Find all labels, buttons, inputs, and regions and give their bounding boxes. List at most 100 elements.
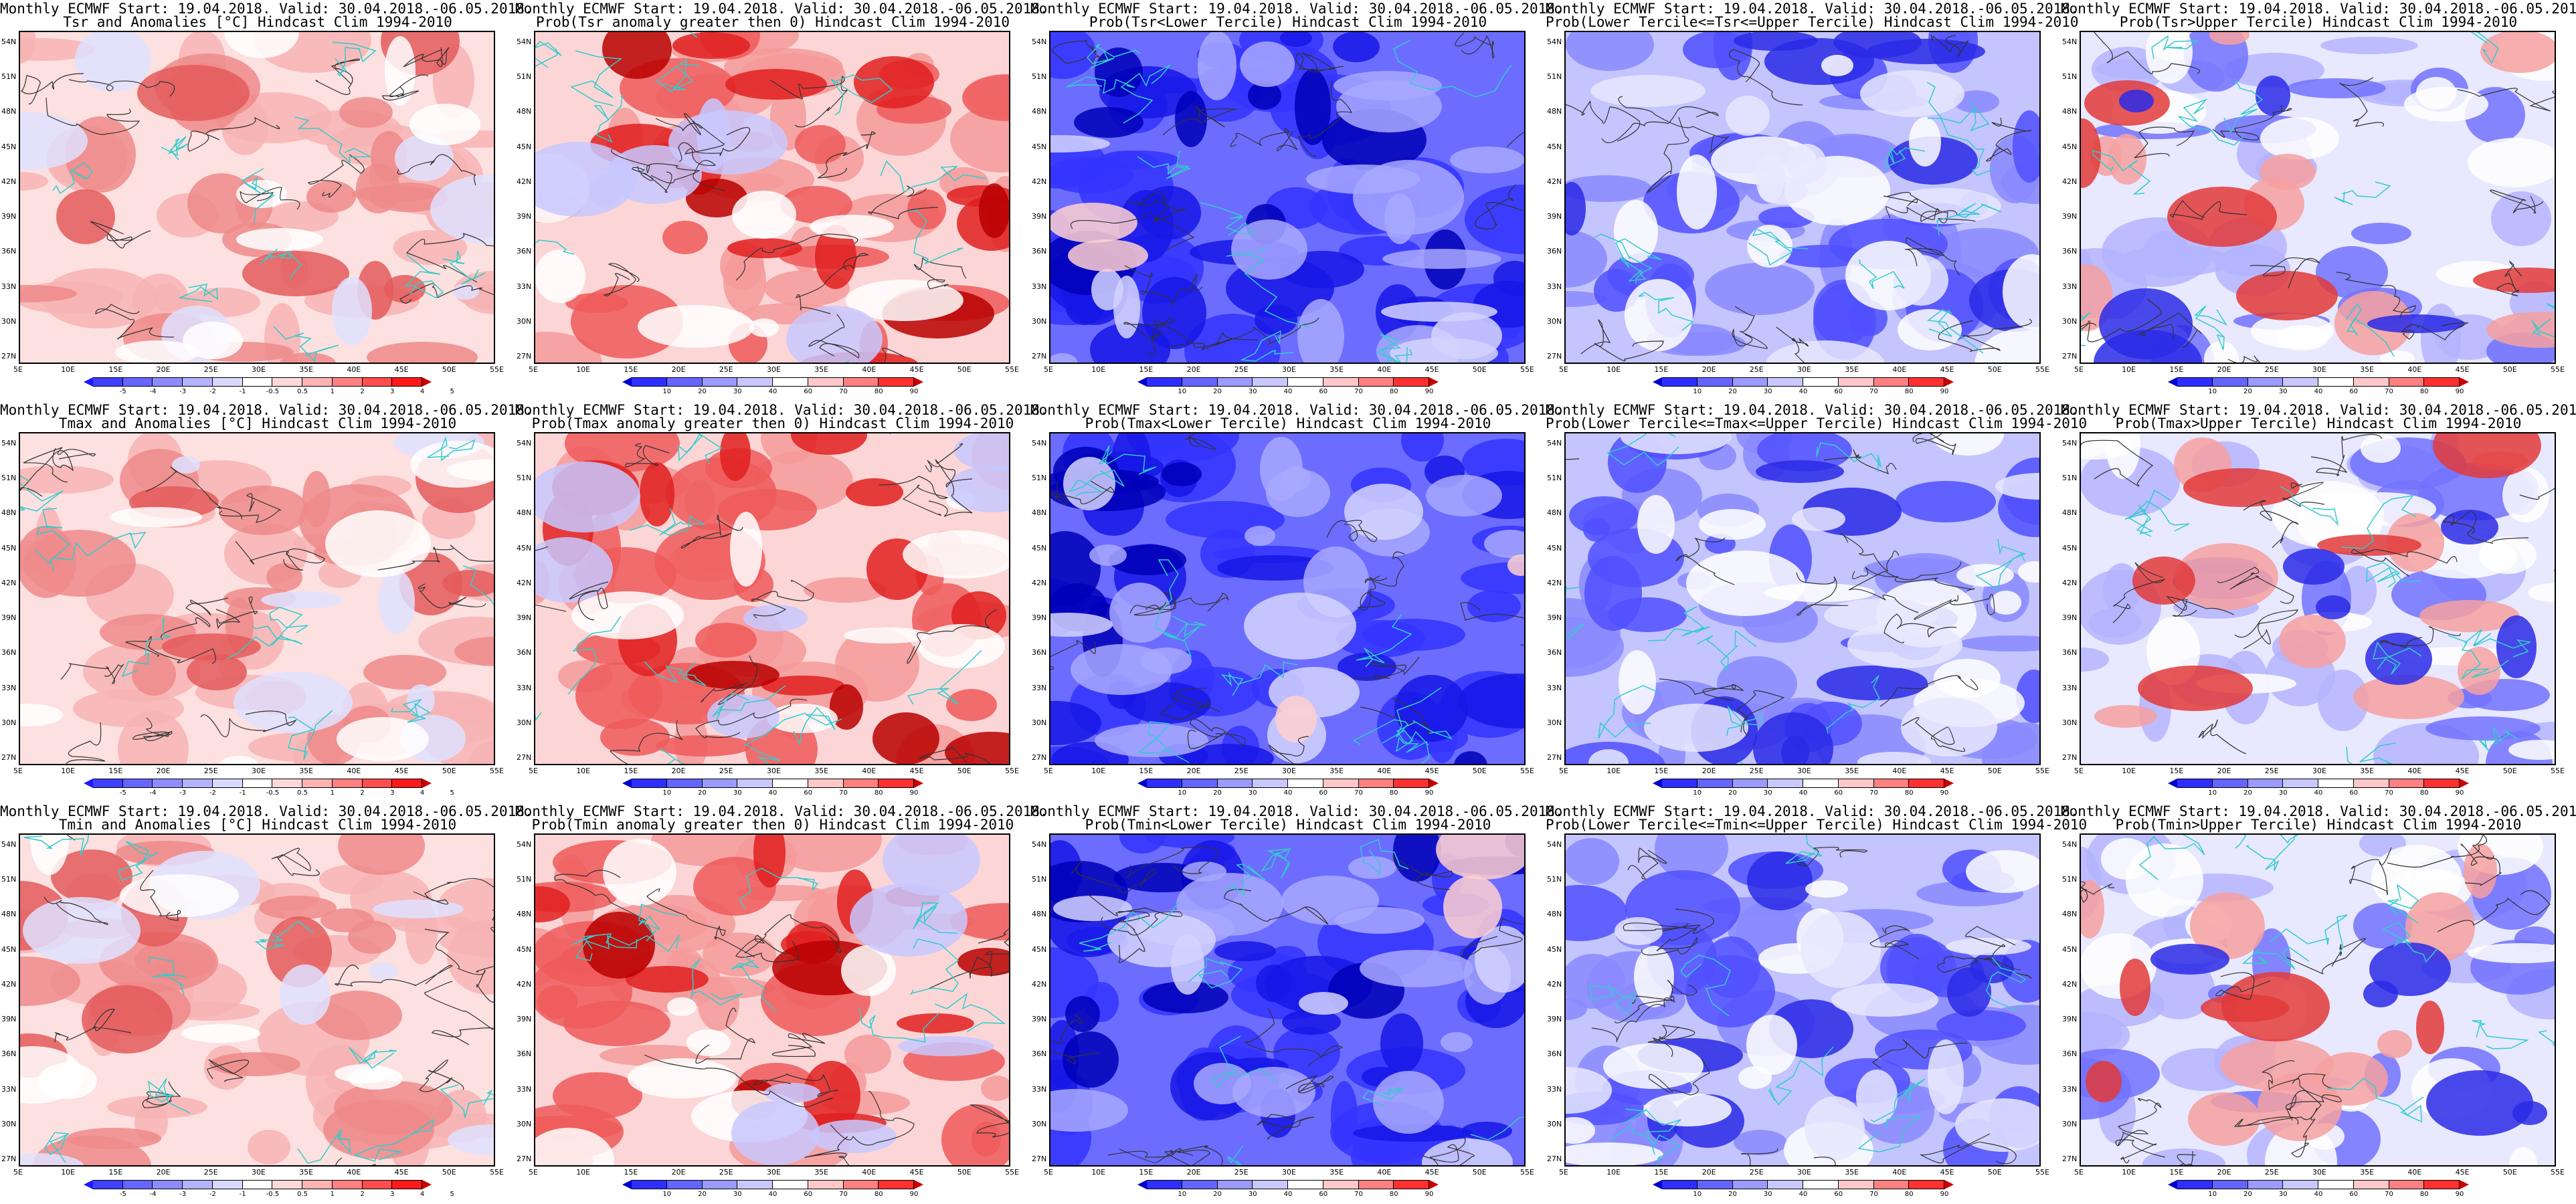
isotherm-line bbox=[2282, 482, 2325, 508]
colorbar-label: 10 bbox=[2208, 1191, 2217, 1198]
coastline bbox=[1594, 233, 1653, 282]
colorbar-max-arrow bbox=[914, 377, 923, 387]
shaded-area bbox=[854, 56, 934, 108]
colorbar-label: 10 bbox=[1693, 789, 1702, 797]
latitude-tick: 33N bbox=[1, 683, 17, 692]
shaded-area bbox=[23, 530, 136, 597]
coastline bbox=[1224, 864, 1266, 896]
isotherm-line bbox=[2291, 1078, 2322, 1158]
colorbar-label: 10 bbox=[662, 388, 672, 395]
colorbar-max-arrow bbox=[1429, 1180, 1439, 1189]
latitude-tick: 54N bbox=[1547, 840, 1562, 849]
longitude-tick: 45E bbox=[394, 767, 409, 775]
forecast-map bbox=[1049, 833, 1526, 1167]
shaded-area bbox=[51, 849, 132, 903]
shaded-area bbox=[1909, 117, 1941, 167]
colorbar-swatch bbox=[808, 1180, 844, 1189]
colorbar-swatch bbox=[122, 779, 153, 788]
isotherm-line bbox=[2233, 1107, 2318, 1127]
colorbar-label: 20 bbox=[1728, 1191, 1737, 1198]
isotherm-line bbox=[2215, 972, 2270, 1001]
shaded-area bbox=[662, 221, 708, 254]
isotherm-line bbox=[1675, 537, 1735, 585]
shaded-area bbox=[1183, 744, 1274, 764]
coastline bbox=[1926, 82, 1990, 132]
colorbar-label: -1 bbox=[239, 789, 246, 797]
coastline bbox=[1360, 838, 1409, 875]
shaded-area bbox=[1955, 1098, 2039, 1152]
longitude-tick: 30E bbox=[1282, 1168, 1296, 1177]
colorbar-swatch bbox=[2389, 377, 2425, 387]
longitude-axis: 5E 10E 15E 20E 25E 30E 35E 40E 45E 50E 55E bbox=[2074, 1168, 2565, 1179]
coastline bbox=[2464, 629, 2531, 658]
isotherm-line bbox=[1460, 918, 1524, 957]
isotherm-line bbox=[23, 447, 96, 483]
shaded-area bbox=[2491, 191, 2551, 246]
longitude-tick: 35E bbox=[1845, 365, 1859, 374]
latitude-axis: 54N 51N 48N 45N 42N 39N 36N 33N 30N 27N bbox=[2062, 432, 2080, 765]
isotherm-line bbox=[43, 896, 108, 925]
shaded-area bbox=[903, 530, 1009, 579]
coastline bbox=[1825, 675, 1881, 734]
colorbar-label: 90 bbox=[1940, 388, 1949, 395]
longitude-tick: 55E bbox=[1520, 365, 1534, 374]
colorbar-label: 2 bbox=[360, 789, 365, 797]
colorbar-label: 10 bbox=[1178, 1191, 1187, 1198]
shaded-area bbox=[603, 839, 676, 906]
longitude-axis: 5E 10E 15E 20E 25E 30E 35E 40E 45E 50E 55E bbox=[2074, 365, 2565, 376]
coastline bbox=[2538, 1030, 2555, 1046]
latitude-tick: 39N bbox=[2062, 1015, 2078, 1024]
shaded-area bbox=[1050, 353, 1078, 363]
isotherm-line bbox=[1050, 480, 1114, 506]
isotherm-line bbox=[1125, 847, 1220, 879]
isotherm-line bbox=[1117, 911, 1150, 963]
panel-header: Monthly ECMWF Start: 19.04.2018. Valid: … bbox=[1030, 1, 1564, 17]
longitude-tick: 40E bbox=[2407, 365, 2422, 374]
coastline bbox=[567, 615, 622, 695]
colorbar-max-arrow bbox=[1944, 1180, 1954, 1189]
longitude-tick: 25E bbox=[1234, 1168, 1249, 1177]
shaded-area bbox=[266, 563, 302, 591]
colorbar-label: 1 bbox=[330, 388, 335, 395]
isotherm-line bbox=[928, 950, 1009, 989]
colorbar-min-arrow bbox=[1137, 1180, 1147, 1189]
coastline bbox=[1154, 559, 1188, 638]
colorbar-label: 20 bbox=[698, 388, 707, 395]
colorbar-swatch bbox=[737, 377, 773, 387]
coastline bbox=[2345, 303, 2395, 357]
shaded-area bbox=[56, 189, 115, 244]
longitude-tick: 50E bbox=[2502, 365, 2517, 374]
longitude-tick: 30E bbox=[2312, 1168, 2326, 1177]
isotherm-line bbox=[2349, 847, 2392, 896]
colorbar-label: 20 bbox=[1213, 789, 1222, 797]
shaded-area bbox=[219, 756, 259, 764]
isotherm-line bbox=[751, 580, 814, 619]
shaded-area bbox=[841, 945, 896, 996]
isotherm-line bbox=[2081, 439, 2154, 487]
colorbar-swatch bbox=[2424, 1180, 2460, 1189]
coastline bbox=[744, 712, 806, 764]
isotherm-line bbox=[808, 314, 860, 359]
longitude-tick: 15E bbox=[624, 1168, 638, 1177]
shaded-area bbox=[1336, 80, 1442, 132]
colorbar-label: 4 bbox=[420, 1191, 425, 1198]
coastline bbox=[1857, 1116, 1922, 1152]
shaded-area bbox=[1393, 835, 1441, 882]
forecast-map bbox=[1564, 833, 2041, 1167]
colorbar-labels: 10 20 30 40 60 70 80 90 bbox=[2177, 789, 2464, 799]
longitude-tick: 15E bbox=[1139, 365, 1154, 374]
shaded-area bbox=[707, 694, 779, 738]
shaded-area bbox=[1050, 701, 1101, 745]
colorbar-min-arrow bbox=[2168, 1180, 2177, 1189]
coastline bbox=[2245, 835, 2296, 872]
longitude-tick: 25E bbox=[2264, 1168, 2279, 1177]
latitude-tick: 48N bbox=[517, 910, 532, 919]
shaded-area bbox=[830, 684, 863, 730]
longitude-tick: 50E bbox=[1987, 767, 2002, 775]
longitude-tick: 55E bbox=[2551, 767, 2565, 775]
coastline bbox=[1623, 1108, 1681, 1155]
forecast-map bbox=[1049, 432, 1526, 765]
map-field bbox=[535, 433, 1009, 764]
latitude-axis: 54N 51N 48N 45N 42N 39N 36N 33N 30N 27N bbox=[1032, 432, 1049, 765]
latitude-axis: 54N 51N 48N 45N 42N 39N 36N 33N 30N 27N bbox=[517, 432, 534, 765]
